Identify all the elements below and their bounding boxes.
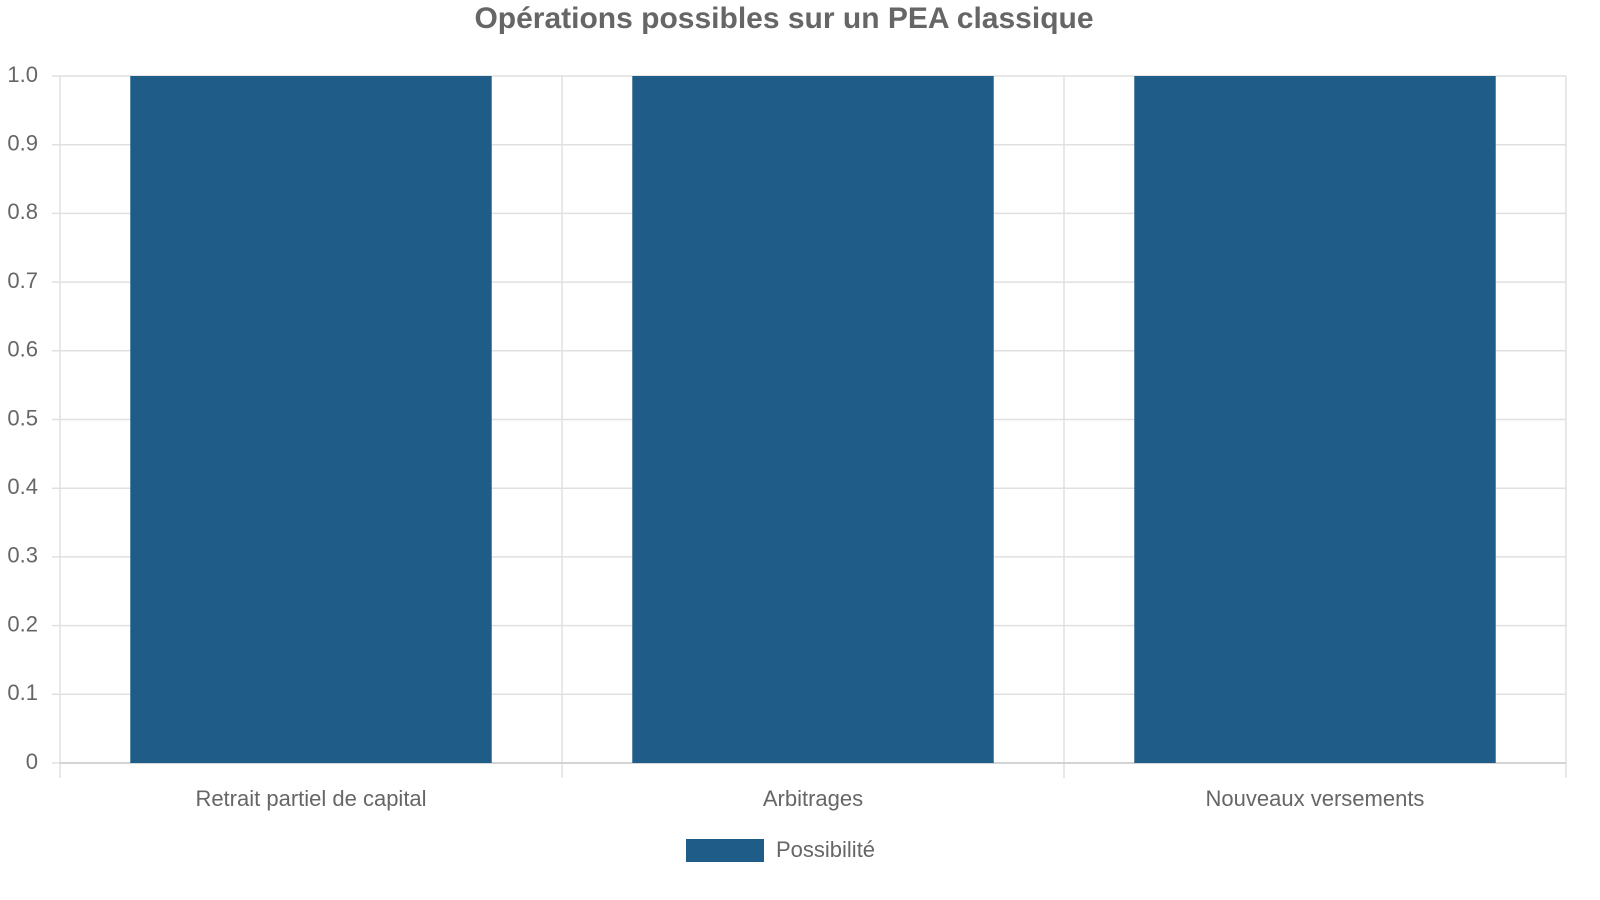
legend-label: Possibilité xyxy=(776,837,875,862)
bar xyxy=(1134,76,1496,763)
y-tick-label: 0.9 xyxy=(7,131,38,156)
y-tick-label: 0.5 xyxy=(7,405,38,430)
x-tick-label: Nouveaux versements xyxy=(1206,786,1425,811)
legend-swatch xyxy=(686,839,764,862)
x-tick-label: Retrait partiel de capital xyxy=(195,786,426,811)
chart-title: Opérations possibles sur un PEA classiqu… xyxy=(474,2,1093,35)
y-tick-label: 0.4 xyxy=(7,474,38,499)
y-tick-label: 0.8 xyxy=(7,199,38,224)
x-tick-label: Arbitrages xyxy=(763,786,863,811)
y-tick-label: 0.7 xyxy=(7,268,38,293)
bar xyxy=(632,76,994,763)
y-tick-label: 0.6 xyxy=(7,337,38,362)
bar xyxy=(130,76,492,763)
y-tick-label: 0.1 xyxy=(7,680,38,705)
y-tick-label: 0 xyxy=(26,749,38,774)
y-tick-label: 0.3 xyxy=(7,543,38,568)
y-tick-label: 0.2 xyxy=(7,611,38,636)
y-tick-label: 1.0 xyxy=(7,62,38,87)
